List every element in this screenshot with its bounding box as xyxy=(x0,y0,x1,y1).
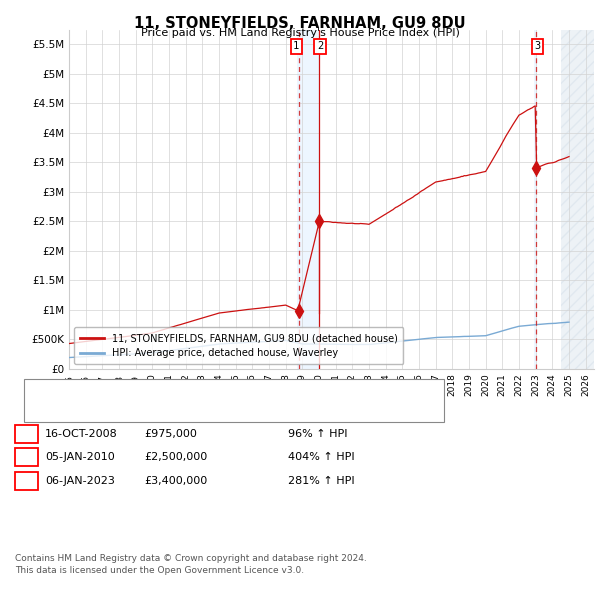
Text: 96% ↑ HPI: 96% ↑ HPI xyxy=(288,429,347,438)
Text: 2: 2 xyxy=(317,41,323,51)
Text: 05-JAN-2010: 05-JAN-2010 xyxy=(45,453,115,462)
Text: £3,400,000: £3,400,000 xyxy=(144,476,207,486)
Text: 1: 1 xyxy=(23,429,30,438)
Bar xyxy=(298,30,320,369)
Bar xyxy=(534,30,538,369)
Text: 11, STONEYFIELDS, FARNHAM, GU9 8DU: 11, STONEYFIELDS, FARNHAM, GU9 8DU xyxy=(134,16,466,31)
Text: 16-OCT-2008: 16-OCT-2008 xyxy=(45,429,118,438)
Text: 06-JAN-2023: 06-JAN-2023 xyxy=(45,476,115,486)
Legend: 11, STONEYFIELDS, FARNHAM, GU9 8DU (detached house), HPI: Average price, detache: 11, STONEYFIELDS, FARNHAM, GU9 8DU (deta… xyxy=(74,327,403,364)
Text: 3: 3 xyxy=(535,41,541,51)
Text: 3: 3 xyxy=(23,476,30,486)
Bar xyxy=(560,30,600,369)
Text: 404% ↑ HPI: 404% ↑ HPI xyxy=(288,453,355,462)
Text: £975,000: £975,000 xyxy=(144,429,197,438)
Text: Price paid vs. HM Land Registry's House Price Index (HPI): Price paid vs. HM Land Registry's House … xyxy=(140,28,460,38)
Text: HPI: Average price, detached house, Waverley: HPI: Average price, detached house, Wave… xyxy=(75,401,301,411)
Text: 281% ↑ HPI: 281% ↑ HPI xyxy=(288,476,355,486)
Text: 2: 2 xyxy=(23,453,30,462)
Text: 1: 1 xyxy=(293,41,299,51)
Text: Contains HM Land Registry data © Crown copyright and database right 2024.
This d: Contains HM Land Registry data © Crown c… xyxy=(15,555,367,575)
Text: 11, STONEYFIELDS, FARNHAM, GU9 8DU (detached house): 11, STONEYFIELDS, FARNHAM, GU9 8DU (deta… xyxy=(75,381,361,391)
Text: £2,500,000: £2,500,000 xyxy=(144,453,207,462)
